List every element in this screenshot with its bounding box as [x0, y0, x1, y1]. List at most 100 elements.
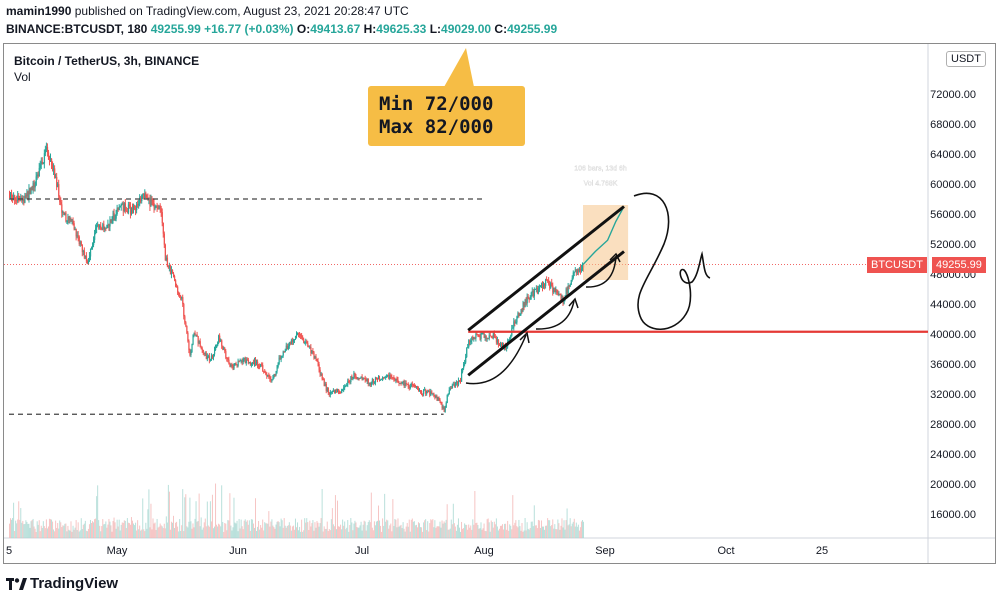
volume-bar [230, 525, 232, 538]
volume-bar [331, 508, 333, 538]
volume-bar [166, 522, 168, 538]
candle-body [430, 391, 432, 396]
candle-body [249, 362, 252, 365]
volume-bar [92, 521, 94, 538]
volume-bar [287, 525, 289, 538]
volume-bar [556, 529, 558, 538]
candle-body [157, 206, 159, 210]
y-tick-label: 60000.00 [930, 179, 976, 191]
candle-body [349, 381, 351, 383]
candle-body [529, 296, 531, 299]
candle-body [194, 332, 196, 335]
volume-bar [114, 522, 116, 538]
volume-bar [145, 522, 147, 538]
candle-body [151, 199, 153, 202]
candle-body [567, 285, 569, 294]
volume-bar [210, 521, 212, 538]
candle-body [309, 347, 311, 349]
candle-body [266, 374, 268, 377]
y-tick-label: 40000.00 [930, 329, 976, 341]
volume-bar [412, 521, 414, 538]
currency-button[interactable]: USDT [946, 51, 986, 67]
close-value: 49255.99 [507, 22, 558, 36]
candle-body [574, 269, 576, 272]
volume-bar [91, 522, 92, 538]
volume-bar [353, 523, 355, 538]
candle-body [535, 287, 538, 289]
candle-body [227, 358, 229, 360]
chart-legend-volume[interactable]: Vol [14, 70, 31, 84]
volume-bar [228, 520, 230, 538]
volume-bar [197, 521, 199, 538]
volume-bar [499, 525, 501, 538]
volume-bar [125, 528, 127, 538]
candle-body [556, 290, 558, 293]
volume-bar [289, 525, 291, 538]
volume-bar [20, 508, 22, 538]
chart-legend-title[interactable]: Bitcoin / TetherUS, 3h, BINANCE [14, 54, 200, 68]
volume-bar [122, 522, 124, 538]
candle-body [201, 348, 203, 350]
candle-body [154, 207, 156, 209]
volume-bar [385, 521, 387, 538]
candle-body [38, 167, 40, 177]
last-price-tag: 49255.99 [932, 257, 986, 273]
candle-body [463, 364, 465, 369]
volume-bar [581, 519, 583, 538]
volume-bar [24, 523, 26, 538]
candle-body [237, 361, 239, 366]
candle-body [525, 299, 527, 304]
volume-bar [321, 489, 323, 538]
candle-body [401, 382, 403, 384]
candle-body [524, 299, 526, 308]
volume-bar [490, 520, 492, 538]
candle-body [351, 376, 353, 379]
candle-body [253, 359, 256, 365]
candle-body [402, 380, 404, 383]
candle-body [223, 348, 225, 350]
candle-body [158, 205, 160, 210]
candle-body [446, 395, 448, 403]
candle-body [230, 364, 232, 367]
candle-body [289, 342, 292, 344]
candle-body [171, 270, 174, 274]
volume-bar [53, 529, 55, 538]
volume-bar [496, 526, 498, 538]
candle-body [283, 351, 285, 353]
volume-bar [476, 522, 478, 538]
volume-bar [40, 525, 42, 538]
tradingview-logo[interactable]: TradingView [6, 575, 118, 592]
volume-bar [534, 525, 536, 538]
candle-body [60, 202, 62, 205]
candle-body [526, 296, 528, 304]
candle-body [551, 282, 553, 286]
volume-bar [241, 526, 243, 538]
candle-body [50, 158, 52, 161]
projection-path [582, 206, 625, 266]
volume-bar [196, 521, 198, 538]
candle-body [512, 327, 514, 329]
candle-body [326, 387, 328, 391]
candle-body [41, 161, 43, 164]
volume-bar [220, 526, 222, 538]
volume-bar [168, 491, 170, 538]
volume-bar [193, 527, 195, 538]
publisher-user[interactable]: mamin1990 [6, 4, 72, 18]
candle-body [28, 188, 30, 199]
volume-bar [526, 522, 528, 538]
candle-body [70, 218, 72, 221]
candle-body [520, 310, 522, 315]
candle-body [167, 266, 170, 268]
candle-body [226, 357, 228, 359]
volume-bar [198, 493, 200, 538]
volume-bar [146, 528, 148, 538]
volume-bar [571, 523, 573, 538]
candle-body [160, 208, 162, 213]
candle-body [372, 379, 375, 383]
volume-bar [451, 524, 453, 538]
candle-body [273, 374, 275, 378]
price-chart[interactable]: 772000.0068000.0064000.0060000.0056000.0… [4, 44, 995, 563]
publisher-line: mamin1990 published on TradingView.com, … [6, 4, 409, 18]
candle-body [204, 353, 206, 355]
volume-bar [551, 524, 553, 538]
